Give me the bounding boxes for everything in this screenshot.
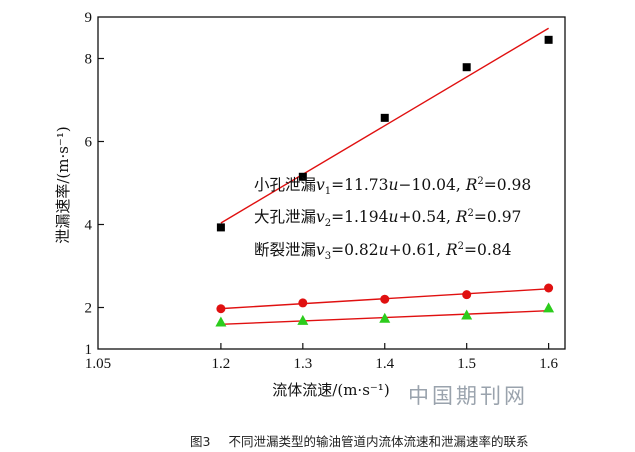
eq-small-u: u (389, 176, 399, 194)
y-tick-label: 4 (85, 218, 93, 234)
marker-small (544, 35, 553, 44)
x-tick-label: 1.5 (457, 356, 476, 372)
eq-fracture-sup: 2 (458, 241, 464, 252)
x-axis-ticks: 1.05 1.2 1.3 1.4 1.5 1.6 (85, 343, 558, 372)
figure-caption: 图3 不同泄漏类型的输油管道内流体流速和泄漏速率的联系 (190, 431, 528, 450)
eq-large-sup: 2 (468, 208, 474, 219)
marker-small (462, 63, 471, 72)
x-axis-title: 流体流速/(m·s⁻¹) (272, 381, 389, 399)
eq-fracture-sub: 3 (325, 251, 331, 262)
x-tick-label: 1.6 (539, 356, 558, 372)
y-tick-label: 1 (85, 342, 93, 358)
y-tick-label: 8 (85, 52, 93, 68)
equation-annotations: 小孔泄漏v1=11.73u−10.04, R2=0.98 大孔泄漏v2=1.19… (254, 176, 531, 262)
marker-small (298, 172, 307, 181)
eq-large-u: u (389, 208, 399, 226)
eq-large-eq: =1.194 (331, 208, 388, 226)
marker-large (380, 294, 390, 304)
y-axis-ticks: 1 2 4 6 8 9 (85, 10, 104, 358)
marker-fracture (379, 312, 391, 323)
equation-fracture: 断裂泄漏v3=0.82u+0.61, R2=0.84 (254, 241, 512, 262)
equation-large-hole: 大孔泄漏v2=1.194u+0.54, R2=0.97 (254, 208, 521, 229)
eq-fracture-u: u (379, 241, 389, 259)
y-tick-label: 2 (85, 301, 93, 317)
equation-small-hole: 小孔泄漏v1=11.73u−10.04, R2=0.98 (254, 176, 531, 197)
x-tick-label: 1.2 (212, 356, 231, 372)
marker-large (298, 298, 308, 308)
data-markers (215, 35, 555, 327)
y-tick-label: 6 (85, 135, 93, 151)
eq-large-sub: 2 (325, 218, 331, 229)
eq-large-rest: +0.54, (399, 208, 456, 226)
eq-fracture-r2: =0.84 (464, 241, 512, 259)
eq-small-name: 小孔泄漏 (254, 176, 316, 194)
caption-text: 不同泄漏类型的输油管道内流体流速和泄漏速率的联系 (228, 434, 529, 449)
x-tick-label: 1.05 (85, 356, 111, 372)
eq-small-r2: =0.98 (484, 176, 532, 194)
fit-line-small (220, 27, 549, 224)
eq-small-eq: =11.73 (331, 176, 388, 194)
eq-fracture-rest: +0.61, (389, 241, 446, 259)
eq-fracture-r: R (445, 241, 458, 259)
plot-frame (97, 16, 566, 350)
plot-axes (97, 16, 566, 350)
eq-large-r2: =0.97 (474, 208, 522, 226)
marker-large (216, 304, 226, 314)
watermark: 中国期刊网 (408, 384, 528, 408)
eq-fracture-eq: =0.82 (331, 241, 379, 259)
marker-fracture (215, 316, 227, 327)
eq-fracture-name: 断裂泄漏 (254, 241, 316, 259)
marker-fracture (461, 309, 473, 320)
y-tick-label: 9 (85, 10, 93, 26)
eq-large-var: v (316, 208, 325, 226)
x-tick-label: 1.4 (375, 356, 394, 372)
caption-number: 图3 (190, 434, 211, 449)
eq-fracture-var: v (316, 241, 325, 259)
marker-small (380, 113, 389, 122)
x-tick-label: 1.3 (293, 356, 312, 372)
eq-small-r: R (465, 176, 478, 194)
marker-small (216, 223, 225, 232)
eq-large-r: R (455, 208, 468, 226)
marker-fracture (543, 302, 555, 313)
eq-small-var: v (316, 176, 325, 194)
marker-large (462, 290, 472, 300)
eq-small-sub: 1 (325, 186, 331, 197)
eq-small-rest: −10.04, (399, 176, 466, 194)
marker-fracture (297, 314, 309, 325)
y-axis-title: 泄漏速率/(m·s⁻¹) (54, 126, 72, 243)
marker-large (544, 283, 554, 293)
eq-small-sup: 2 (477, 176, 483, 187)
eq-large-name: 大孔泄漏 (254, 208, 316, 226)
